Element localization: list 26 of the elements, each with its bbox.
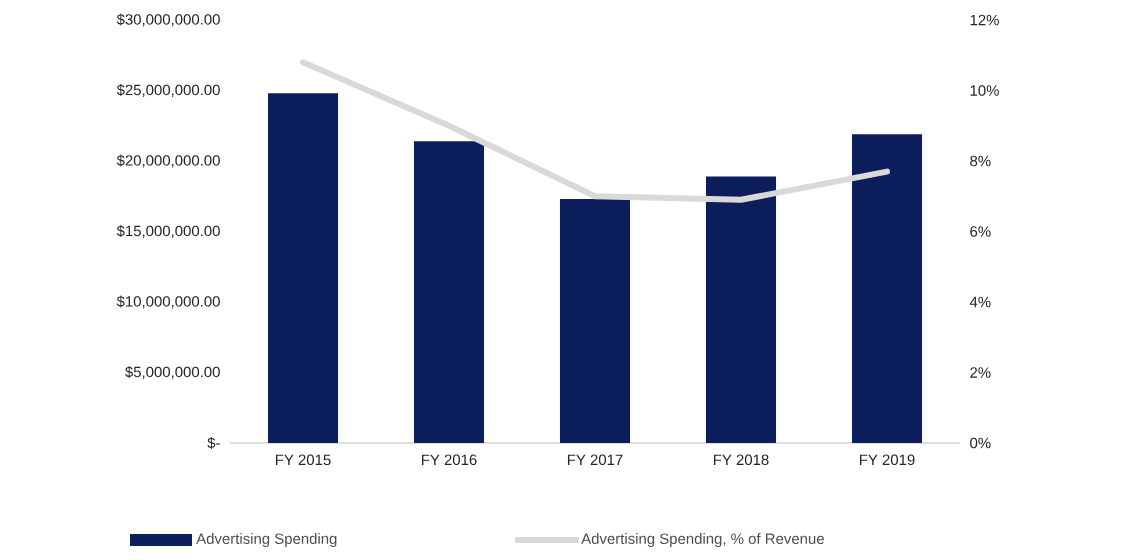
bar	[851, 134, 923, 443]
y-tick-label: $10,000,000.00	[116, 295, 220, 309]
y-tick-label: $-	[207, 436, 220, 450]
y2-tick-label: 2%	[970, 367, 991, 378]
y2-tick-label: 8%	[970, 155, 991, 167]
y-tick-label: $25,000,000.00	[116, 84, 220, 97]
y-tick-label: $15,000,000.00	[116, 225, 220, 238]
x-tick-label: FY 2017	[567, 454, 623, 466]
x-tick-label: FY 2015	[275, 454, 331, 466]
x-tick-label: FY 2019	[859, 454, 915, 466]
bar	[705, 176, 777, 443]
y2-tick-label: 0%	[970, 437, 991, 449]
y-tick-label: $5,000,000.00	[125, 366, 220, 379]
bar	[559, 199, 631, 443]
bar	[413, 141, 485, 443]
legend-label: Advertising Spending	[196, 533, 337, 547]
y2-tick-label: 12%	[970, 14, 999, 26]
x-tick-label: FY 2016	[421, 454, 477, 466]
y-tick-label: $20,000,000.00	[116, 154, 220, 168]
y2-tick-label: 6%	[970, 226, 991, 237]
x-tick-label: FY 2018	[713, 454, 769, 466]
bar	[267, 93, 339, 443]
y2-tick-label: 4%	[969, 296, 991, 308]
legend-label: Advertising Spending, % of Revenue	[581, 533, 824, 547]
y2-tick-label: 10%	[970, 85, 999, 96]
y-tick-label: $30,000,000.00	[116, 13, 220, 27]
